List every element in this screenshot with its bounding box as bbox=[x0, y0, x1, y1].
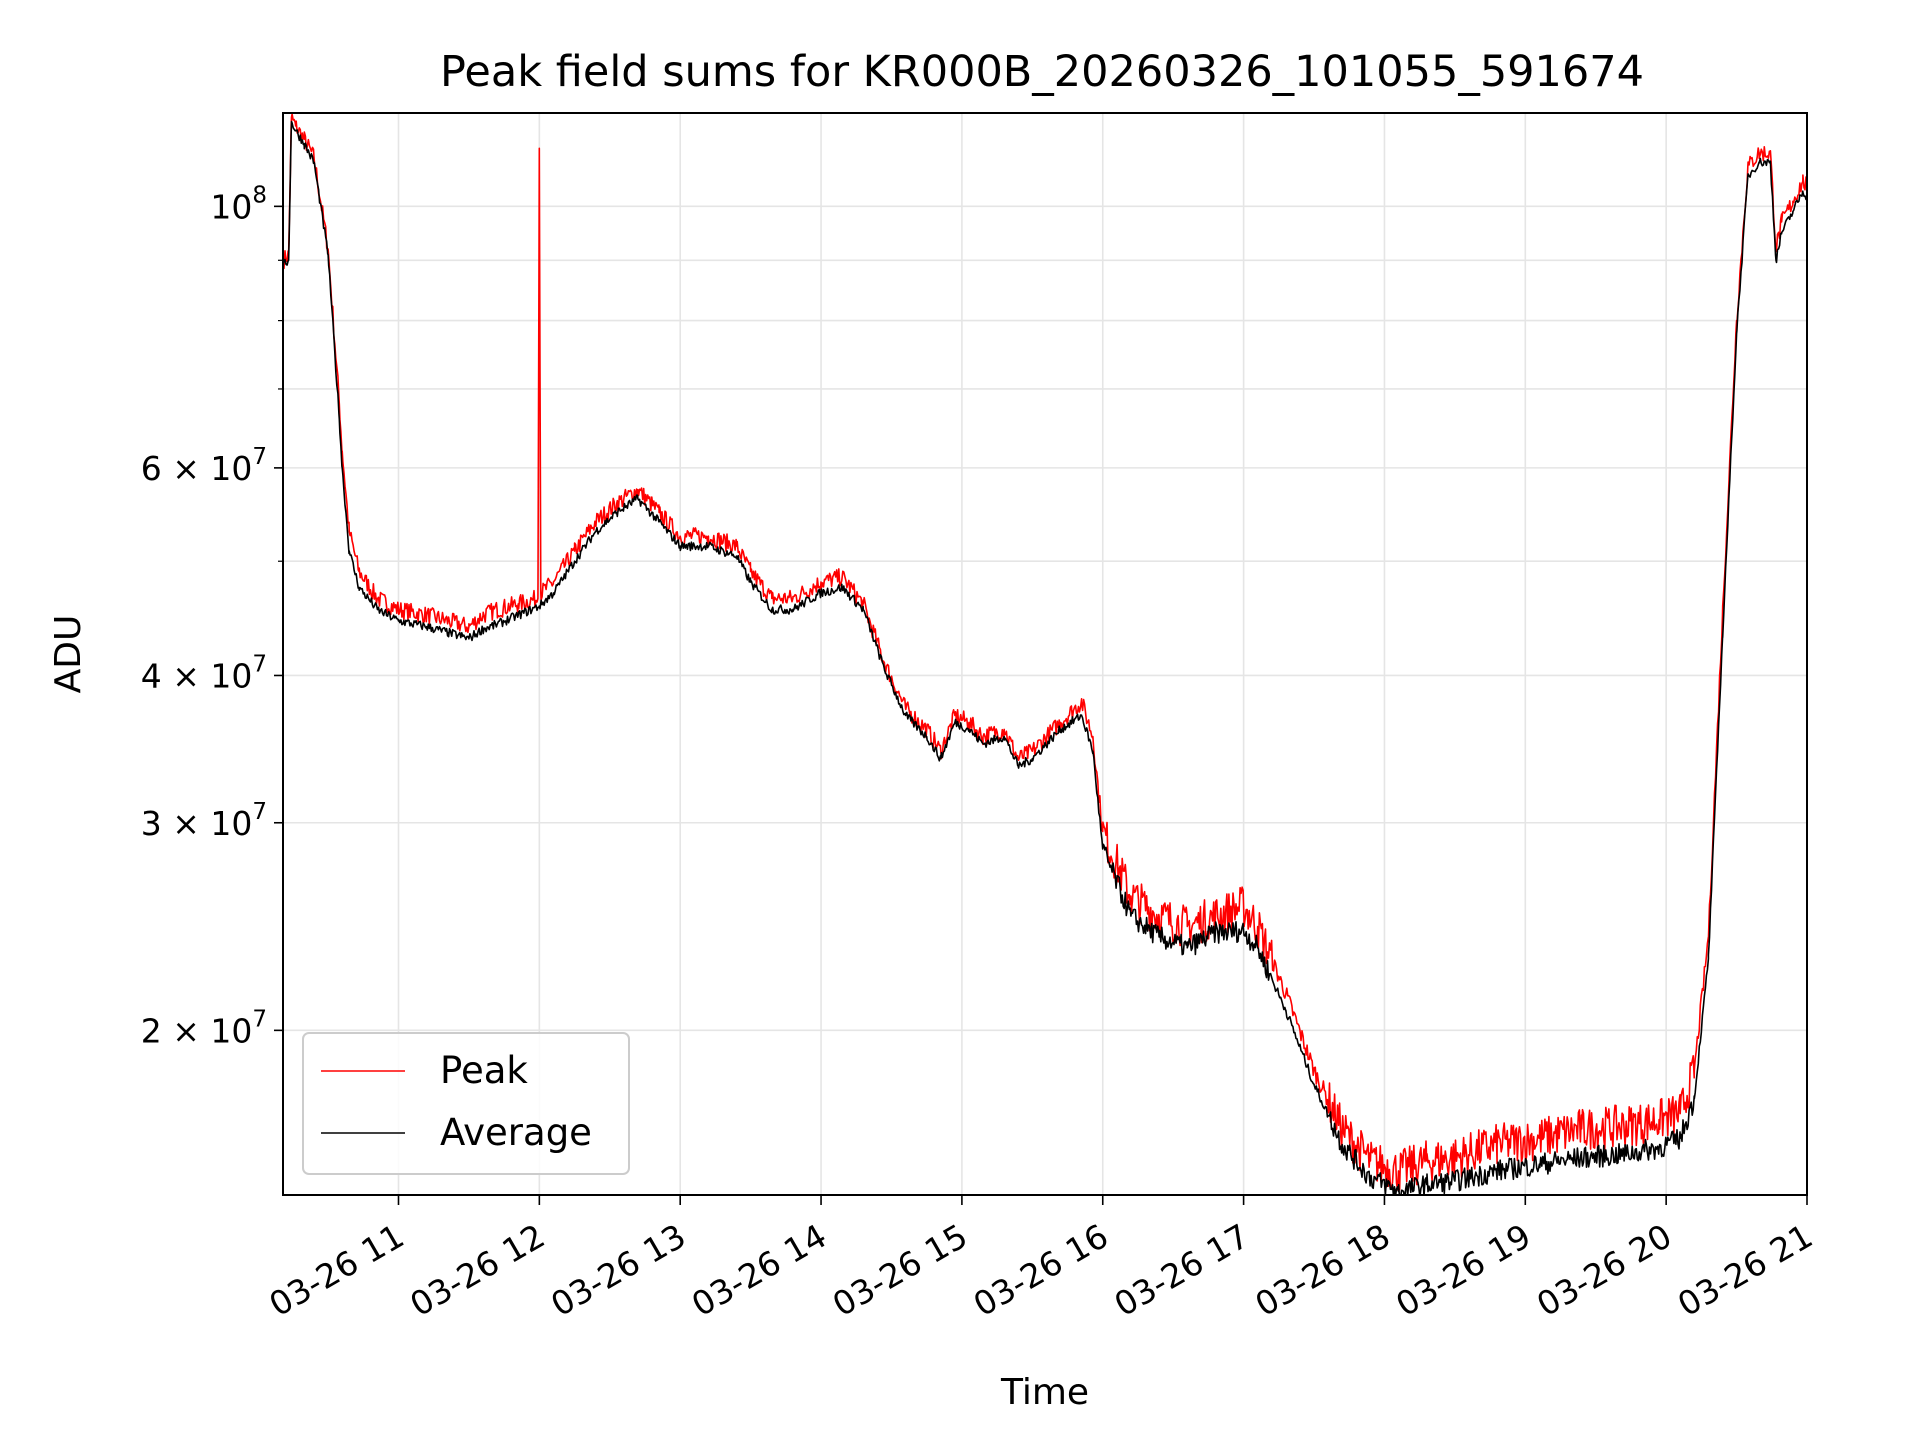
x-axis-label: Time bbox=[1000, 1372, 1089, 1413]
series-line-peak bbox=[283, 113, 1807, 1191]
legend-label-peak: Peak bbox=[440, 1049, 528, 1092]
y-tick-label: 2 × 107 bbox=[141, 1006, 267, 1050]
legend-box bbox=[302, 1032, 630, 1175]
y-tick-label: 6 × 107 bbox=[141, 444, 267, 488]
legend: Peak Average bbox=[302, 1032, 630, 1175]
y-tick-label: 4 × 107 bbox=[141, 651, 267, 695]
plot-frame bbox=[282, 112, 1808, 1196]
y-tick-label: 3 × 107 bbox=[141, 799, 267, 843]
series-line-average bbox=[283, 120, 1807, 1195]
legend-label-average: Average bbox=[440, 1111, 592, 1154]
series-lines bbox=[283, 113, 1807, 1195]
y-axis-label: ADU bbox=[48, 615, 89, 694]
chart-title: Peak field sums for KR000B_20260326_1010… bbox=[440, 47, 1644, 97]
